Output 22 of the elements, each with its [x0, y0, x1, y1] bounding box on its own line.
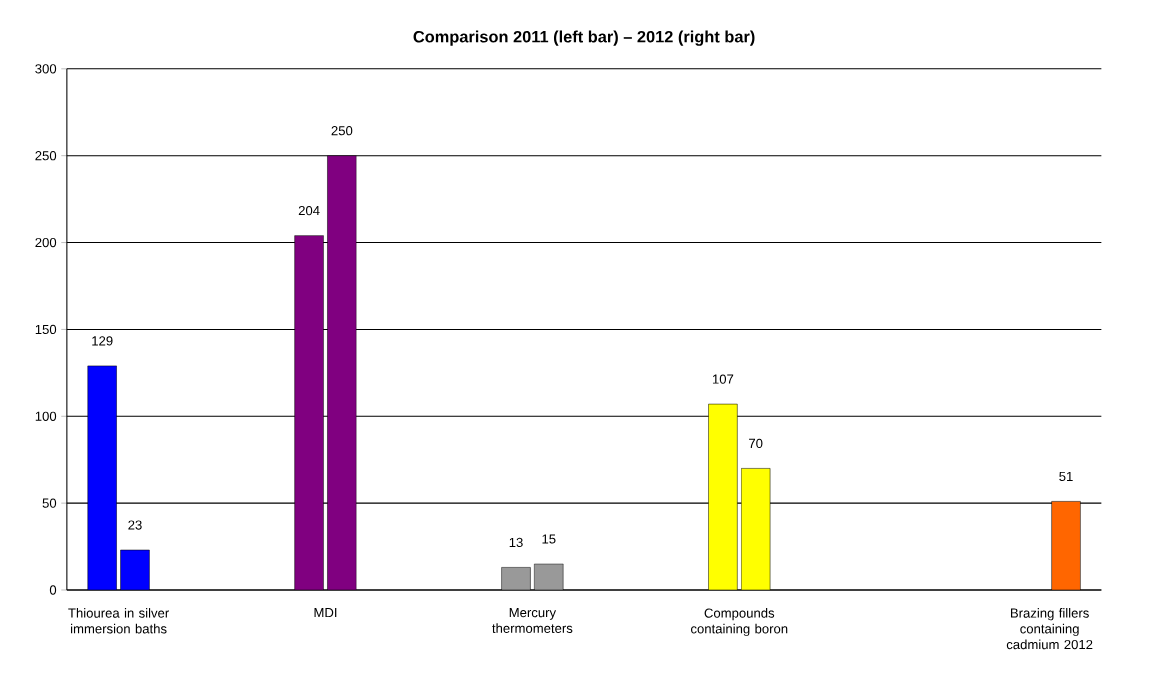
data-label: 51 — [1059, 471, 1073, 481]
data-label: 23 — [128, 520, 142, 530]
data-label: 204 — [298, 205, 320, 216]
y-tick-label: 200 — [35, 237, 57, 248]
data-label: 70 — [749, 438, 763, 448]
data-label: 250 — [331, 125, 353, 136]
data-label: 13 — [509, 537, 523, 547]
y-tick-label: 250 — [35, 150, 57, 161]
data-label: 129 — [92, 336, 113, 346]
chart-title: Comparison 2011 (left bar) – 2012 (right bar) — [413, 30, 755, 46]
x-tick-label: Brazing fillers containing cadmium 2012 — [1006, 607, 1093, 650]
y-tick-label: 300 — [35, 64, 57, 74]
data-label: 15 — [542, 534, 556, 544]
y-tick-label: 150 — [35, 324, 57, 334]
data-label: 107 — [712, 374, 734, 384]
y-tick-label: 0 — [49, 585, 57, 595]
y-tick-label: 100 — [35, 411, 57, 421]
x-tick-label: Compounds containing boron — [691, 607, 788, 636]
x-tick-label: Thiourea in silver immersion baths — [68, 607, 169, 634]
x-tick-label: MDI — [314, 607, 337, 617]
x-tick-label: Mercury thermometers — [492, 607, 573, 633]
y-tick-label: 50 — [42, 498, 57, 508]
